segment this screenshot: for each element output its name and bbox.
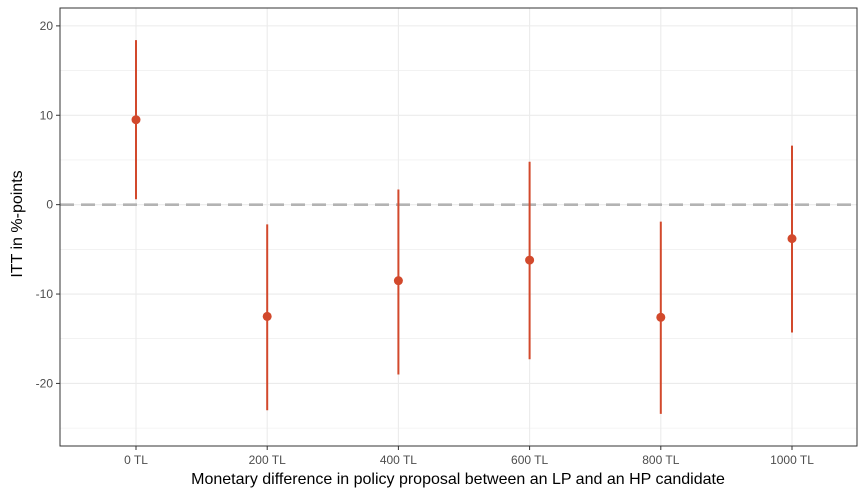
grid <box>60 8 857 446</box>
y-tick-label: 10 <box>40 108 54 122</box>
y-tick-label: -20 <box>36 376 54 390</box>
x-tick-label: 800 TL <box>642 453 679 467</box>
x-tick-label: 600 TL <box>511 453 548 467</box>
point-estimate <box>131 115 141 125</box>
x-tick-label: 400 TL <box>380 453 417 467</box>
point-estimate <box>787 234 797 244</box>
point-estimate <box>656 312 666 322</box>
panel-border <box>59 7 858 447</box>
y-tick-label: 20 <box>40 19 54 33</box>
y-axis: 20 10 0 -10 -20 <box>36 19 60 390</box>
x-axis: 0 TL 200 TL 400 TL 600 TL 800 TL 1000 TL <box>124 446 814 467</box>
point-estimate <box>262 311 272 321</box>
y-tick-label: -10 <box>36 287 54 301</box>
y-tick-label: 0 <box>46 198 53 212</box>
y-axis-title: ITT in %-points <box>9 170 26 277</box>
point-range-marks <box>131 40 797 414</box>
x-tick-label: 200 TL <box>249 453 286 467</box>
x-axis-title: Monetary difference in policy proposal b… <box>191 471 725 488</box>
x-tick-label: 0 TL <box>124 453 148 467</box>
point-estimate <box>525 255 535 265</box>
x-tick-label: 1000 TL <box>770 453 814 467</box>
point-estimate <box>393 276 403 286</box>
